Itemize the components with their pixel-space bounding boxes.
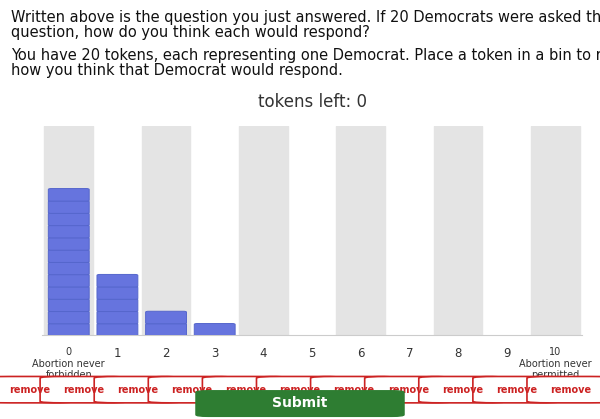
Text: remove: remove: [9, 385, 50, 395]
FancyBboxPatch shape: [0, 376, 73, 403]
FancyBboxPatch shape: [97, 299, 138, 312]
Text: remove: remove: [63, 385, 104, 395]
FancyBboxPatch shape: [97, 274, 138, 287]
FancyBboxPatch shape: [49, 323, 89, 336]
FancyBboxPatch shape: [49, 213, 89, 226]
FancyBboxPatch shape: [97, 323, 138, 336]
Text: 10
Abortion never
permitted: 10 Abortion never permitted: [519, 347, 592, 380]
Text: 4: 4: [260, 347, 267, 360]
FancyBboxPatch shape: [49, 287, 89, 299]
Text: remove: remove: [496, 385, 537, 395]
FancyBboxPatch shape: [473, 376, 560, 403]
FancyBboxPatch shape: [40, 376, 127, 403]
Text: remove: remove: [117, 385, 158, 395]
FancyBboxPatch shape: [49, 189, 89, 201]
Text: 2: 2: [163, 347, 170, 360]
Text: remove: remove: [334, 385, 374, 395]
Bar: [531, 126, 580, 335]
Text: 8: 8: [454, 347, 461, 360]
FancyBboxPatch shape: [94, 376, 181, 403]
Text: Submit: Submit: [272, 396, 328, 410]
Bar: [44, 126, 93, 335]
Text: 1: 1: [113, 347, 121, 360]
Text: 5: 5: [308, 347, 316, 360]
Text: Written above is the question you just answered. If 20 Democrats were asked this: Written above is the question you just a…: [11, 10, 600, 26]
Text: 9: 9: [503, 347, 511, 360]
FancyBboxPatch shape: [49, 311, 89, 324]
FancyBboxPatch shape: [419, 376, 506, 403]
Text: remove: remove: [550, 385, 591, 395]
FancyBboxPatch shape: [146, 323, 187, 336]
Text: 6: 6: [357, 347, 364, 360]
Bar: [434, 126, 482, 335]
FancyBboxPatch shape: [49, 262, 89, 275]
FancyBboxPatch shape: [311, 376, 398, 403]
Text: tokens left: 0: tokens left: 0: [257, 93, 367, 111]
FancyBboxPatch shape: [49, 274, 89, 287]
FancyBboxPatch shape: [194, 323, 235, 336]
Text: 7: 7: [406, 347, 413, 360]
FancyBboxPatch shape: [148, 376, 235, 403]
Text: 3: 3: [211, 347, 218, 360]
FancyBboxPatch shape: [365, 376, 452, 403]
Text: You have 20 tokens, each representing one Democrat. Place a token in a bin to ra: You have 20 tokens, each representing on…: [11, 48, 600, 63]
FancyBboxPatch shape: [146, 311, 187, 324]
Text: remove: remove: [171, 385, 212, 395]
FancyBboxPatch shape: [97, 311, 138, 324]
FancyBboxPatch shape: [49, 225, 89, 238]
FancyBboxPatch shape: [49, 299, 89, 312]
Bar: [142, 126, 190, 335]
Text: question, how do you think each would respond?: question, how do you think each would re…: [11, 25, 370, 40]
Bar: [337, 126, 385, 335]
Text: remove: remove: [226, 385, 266, 395]
Bar: [239, 126, 287, 335]
FancyBboxPatch shape: [49, 201, 89, 213]
FancyBboxPatch shape: [49, 238, 89, 250]
Text: remove: remove: [280, 385, 320, 395]
FancyBboxPatch shape: [527, 376, 600, 403]
Text: remove: remove: [442, 385, 483, 395]
Text: how you think that Democrat would respond.: how you think that Democrat would respon…: [11, 63, 343, 78]
FancyBboxPatch shape: [196, 391, 404, 416]
FancyBboxPatch shape: [49, 250, 89, 262]
FancyBboxPatch shape: [256, 376, 344, 403]
FancyBboxPatch shape: [202, 376, 289, 403]
Text: remove: remove: [388, 385, 429, 395]
Text: 0
Abortion never
forbidden: 0 Abortion never forbidden: [32, 347, 105, 380]
FancyBboxPatch shape: [97, 287, 138, 299]
